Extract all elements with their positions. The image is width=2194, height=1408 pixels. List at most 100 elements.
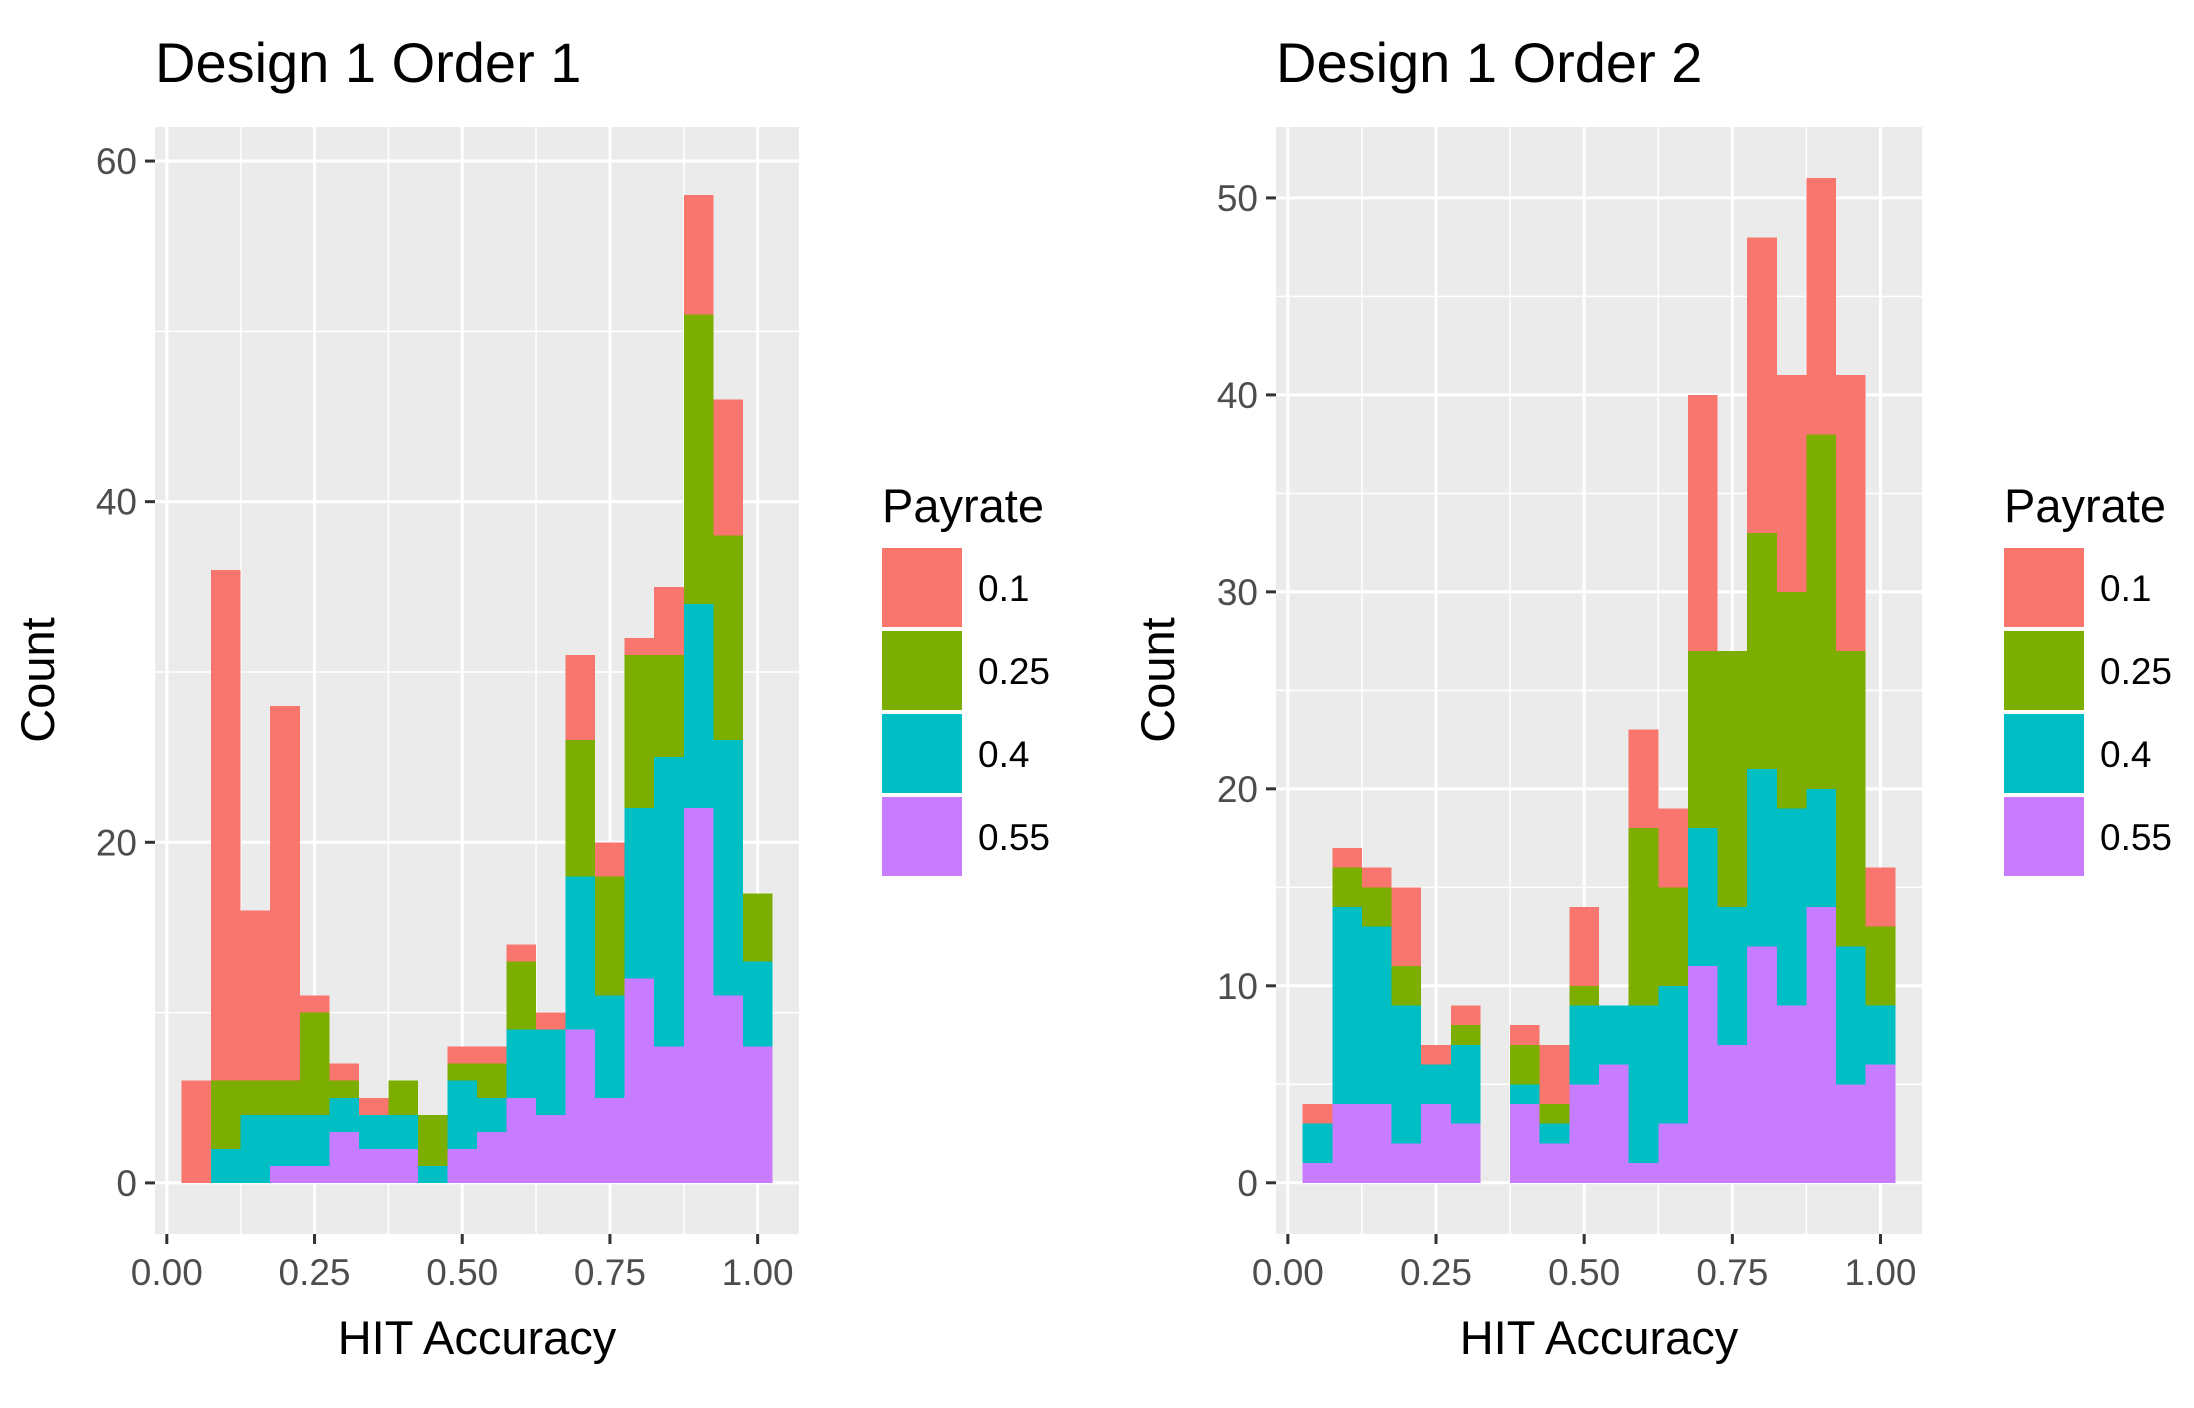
legend-key-0_1 bbox=[882, 548, 962, 627]
bar-payrate-0_4-bin-9 bbox=[447, 1080, 477, 1149]
y-tick-label: 0 bbox=[116, 1163, 137, 1204]
bar-payrate-0_55-bin-7 bbox=[388, 1148, 418, 1183]
bar-payrate-0_25-bin-11 bbox=[1628, 828, 1659, 1006]
bar-payrate-0_1-bin-19 bbox=[1865, 867, 1896, 927]
bar-payrate-0_25-bin-19 bbox=[742, 893, 773, 962]
bar-payrate-0_1-bin-11 bbox=[506, 944, 537, 962]
x-tick-label: 0.25 bbox=[1400, 1252, 1472, 1293]
bar-payrate-0_1-bin-13 bbox=[565, 654, 596, 741]
bar-payrate-0_25-bin-17 bbox=[683, 314, 714, 604]
x-tick-label: 1.00 bbox=[1845, 1252, 1917, 1293]
bar-payrate-0_4-bin-2 bbox=[1361, 926, 1392, 1104]
legend: Payrate 0.1 0.25 0.4 0.55 bbox=[882, 479, 1050, 876]
bar-payrate-0_55-bin-9 bbox=[1569, 1084, 1599, 1183]
bar-payrate-0_1-bin-5 bbox=[1450, 1005, 1481, 1026]
chart-title: Design 1 Order 1 bbox=[155, 31, 581, 94]
bar-payrate-0_4-bin-9 bbox=[1569, 1005, 1599, 1085]
bar-payrate-0_25-bin-4 bbox=[299, 1012, 330, 1115]
bar-payrate-0_55-bin-19 bbox=[1865, 1064, 1896, 1183]
bar-payrate-0_25-bin-16 bbox=[654, 654, 684, 758]
bar-payrate-0_55-bin-12 bbox=[1658, 1123, 1688, 1183]
legend-key-0_55 bbox=[2004, 797, 2084, 876]
bar-payrate-0_55-bin-3 bbox=[270, 1165, 300, 1183]
bar-payrate-0_55-bin-6 bbox=[358, 1148, 389, 1183]
bar-payrate-0_55-bin-8 bbox=[1539, 1143, 1570, 1183]
chart-design-1-order-2: Design 1 Order 2 0 10 20 30 40 50 0.00 0.25 0.50… bbox=[1131, 31, 2172, 1364]
bar-payrate-0_4-bin-10 bbox=[477, 1097, 507, 1132]
bar-payrate-0_55-bin-17 bbox=[1806, 907, 1837, 1183]
bar-payrate-0_1-bin-9 bbox=[447, 1046, 477, 1064]
bar-payrate-0_1-bin-1 bbox=[1332, 847, 1362, 868]
x-tick-label: 0.75 bbox=[1696, 1252, 1768, 1293]
bar-payrate-0_25-bin-9 bbox=[1569, 985, 1599, 1006]
bar-payrate-0_1-bin-16 bbox=[654, 586, 684, 655]
bar-payrate-0_1-bin-1 bbox=[211, 569, 241, 1081]
bar-payrate-0_25-bin-15 bbox=[624, 654, 655, 809]
bar-payrate-0_55-bin-13 bbox=[1687, 966, 1718, 1183]
bar-payrate-0_1-bin-15 bbox=[624, 637, 655, 655]
bar-payrate-0_1-bin-6 bbox=[358, 1097, 389, 1115]
bar-payrate-0_25-bin-11 bbox=[506, 961, 537, 1030]
bar-payrate-0_4-bin-3 bbox=[1391, 1005, 1422, 1144]
bar-payrate-0_1-bin-0 bbox=[181, 1080, 212, 1183]
bar-payrate-0_55-bin-14 bbox=[1717, 1044, 1748, 1183]
y-tick-label: 10 bbox=[1217, 966, 1258, 1007]
bar-payrate-0_25-bin-14 bbox=[1717, 650, 1748, 908]
legend-title: Payrate bbox=[2004, 479, 2166, 532]
y-axis-title: Count bbox=[11, 617, 64, 742]
bar-payrate-0_55-bin-18 bbox=[1836, 1084, 1866, 1183]
y-tick-label: 40 bbox=[96, 482, 137, 523]
bar-payrate-0_4-bin-8 bbox=[417, 1165, 448, 1183]
y-tick-label: 20 bbox=[96, 822, 137, 863]
bar-payrate-0_4-bin-1 bbox=[1332, 907, 1362, 1104]
y-tick-label: 40 bbox=[1217, 375, 1258, 416]
legend-label: 0.1 bbox=[2100, 568, 2151, 609]
bar-payrate-0_25-bin-16 bbox=[1776, 591, 1807, 809]
bar-payrate-0_1-bin-0 bbox=[1302, 1103, 1333, 1124]
bar-payrate-0_55-bin-16 bbox=[654, 1046, 684, 1183]
bar-payrate-0_25-bin-7 bbox=[388, 1080, 418, 1115]
bar-payrate-0_4-bin-3 bbox=[270, 1114, 300, 1166]
bar-payrate-0_25-bin-19 bbox=[1865, 926, 1896, 1006]
legend: Payrate 0.1 0.25 0.4 0.55 bbox=[2004, 479, 2172, 876]
bar-payrate-0_4-bin-6 bbox=[358, 1114, 389, 1149]
bar-payrate-0_1-bin-7 bbox=[1510, 1025, 1540, 1045]
x-axis-title: HIT Accuracy bbox=[338, 1311, 617, 1364]
x-tick-label: 0.50 bbox=[1548, 1252, 1620, 1293]
bar-payrate-0_1-bin-15 bbox=[1747, 237, 1777, 533]
bar-payrate-0_1-bin-2 bbox=[1361, 867, 1392, 888]
bar-payrate-0_4-bin-5 bbox=[1450, 1044, 1481, 1124]
legend-label: 0.4 bbox=[2100, 734, 2151, 775]
bar-payrate-0_25-bin-14 bbox=[595, 876, 625, 996]
bar-payrate-0_25-bin-7 bbox=[1510, 1044, 1540, 1085]
legend-key-0_4 bbox=[882, 714, 962, 793]
bar-payrate-0_4-bin-16 bbox=[1776, 808, 1807, 1006]
bar-payrate-0_1-bin-3 bbox=[1391, 887, 1422, 967]
axis-ticks: 0 10 20 30 40 50 0.00 0.25 0.50 0.75 1.00 bbox=[1217, 178, 1917, 1293]
bar-payrate-0_25-bin-2 bbox=[1361, 887, 1392, 927]
bar-payrate-0_4-bin-15 bbox=[624, 808, 655, 979]
bar-payrate-0_25-bin-12 bbox=[1658, 887, 1688, 986]
bar-payrate-0_25-bin-18 bbox=[1836, 650, 1866, 947]
bar-payrate-0_25-bin-5 bbox=[1450, 1025, 1481, 1045]
bar-payrate-0_25-bin-18 bbox=[713, 535, 743, 741]
bar-payrate-0_1-bin-2 bbox=[240, 910, 271, 1081]
legend-title: Payrate bbox=[882, 479, 1044, 532]
bar-payrate-0_25-bin-3 bbox=[1391, 966, 1422, 1006]
y-axis-title: Count bbox=[1131, 617, 1184, 742]
bar-payrate-0_1-bin-9 bbox=[1569, 907, 1599, 986]
legend-label: 0.1 bbox=[978, 568, 1029, 609]
bar-payrate-0_4-bin-13 bbox=[1687, 828, 1718, 967]
legend-key-0_55 bbox=[882, 797, 962, 876]
x-tick-label: 0.75 bbox=[574, 1252, 646, 1293]
bar-payrate-0_25-bin-3 bbox=[270, 1080, 300, 1115]
bar-payrate-0_25-bin-10 bbox=[477, 1063, 507, 1098]
bar-payrate-0_4-bin-12 bbox=[536, 1029, 566, 1115]
y-tick-label: 30 bbox=[1217, 572, 1258, 613]
bars bbox=[1302, 178, 1896, 1183]
legend-label: 0.4 bbox=[978, 734, 1029, 775]
bar-payrate-0_55-bin-13 bbox=[565, 1029, 596, 1183]
bar-payrate-0_55-bin-11 bbox=[506, 1097, 537, 1183]
bar-payrate-0_55-bin-10 bbox=[477, 1131, 507, 1183]
legend-label: 0.25 bbox=[2100, 651, 2172, 692]
